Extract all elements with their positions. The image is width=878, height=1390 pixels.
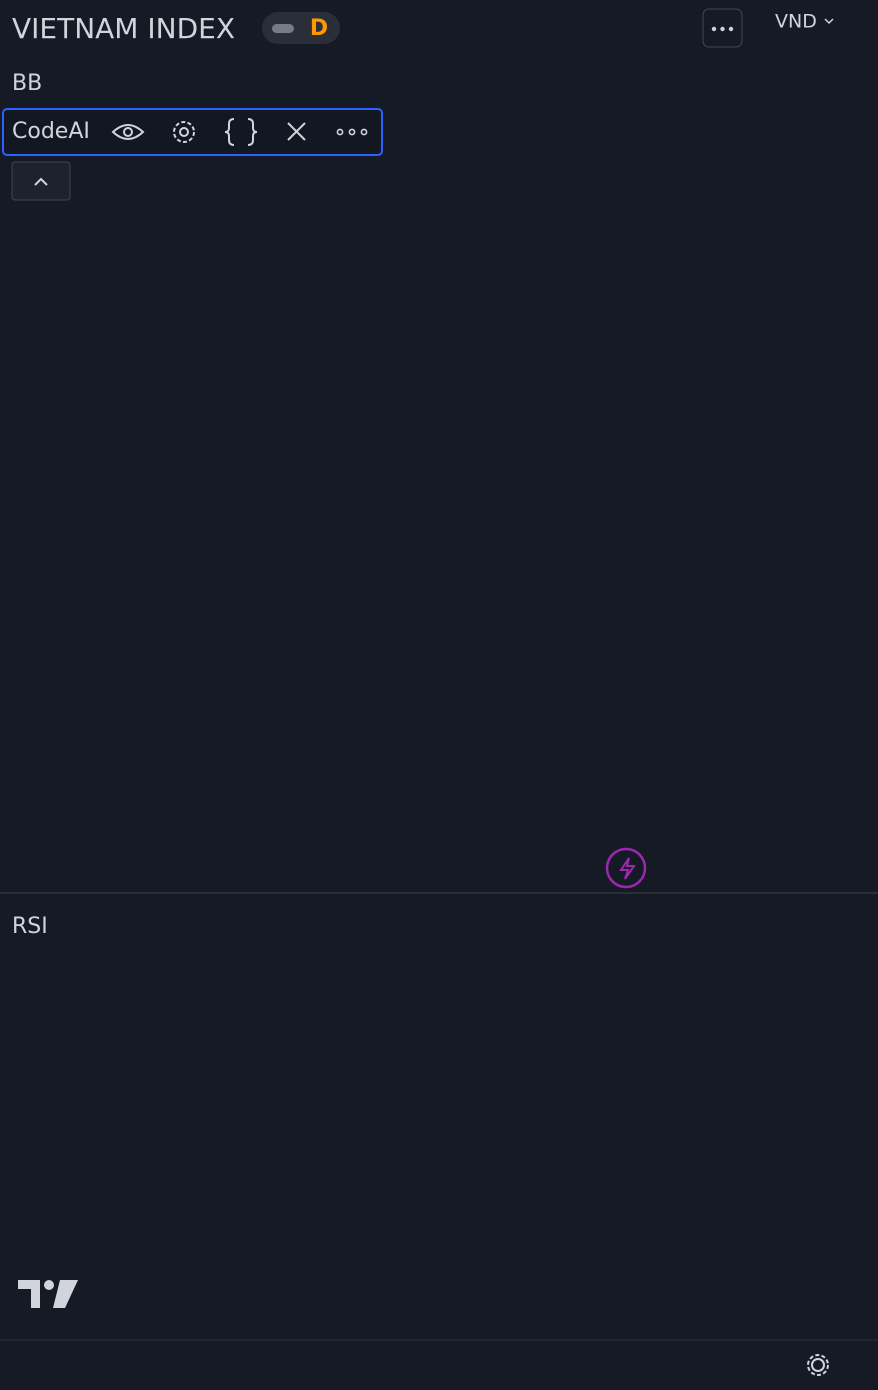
interval-pill[interactable]: D (262, 12, 340, 44)
chevron-down (824, 18, 834, 25)
dot (728, 26, 734, 32)
indicator-name: CodeAI (12, 119, 90, 144)
dot (336, 128, 344, 136)
brand-logo (18, 1280, 78, 1308)
lightning (619, 857, 636, 880)
more-button[interactable] (702, 8, 743, 48)
logo-part (18, 1280, 40, 1308)
rsi-title: RSI (12, 914, 48, 939)
alert-circle (605, 847, 647, 889)
gear-hole (179, 127, 189, 137)
gear-teeth (807, 1354, 829, 1376)
source-icon[interactable] (224, 118, 258, 146)
eye-pupil (123, 127, 133, 137)
logo-part (53, 1280, 78, 1308)
remove-icon[interactable] (287, 122, 306, 141)
braces (224, 118, 258, 146)
gear-hole (811, 1358, 825, 1372)
collapse-button[interactable] (11, 161, 71, 201)
settings-icon[interactable] (173, 121, 195, 143)
gear-teeth (173, 121, 195, 143)
dot (711, 26, 717, 32)
pill-bg (262, 12, 340, 44)
interval-label: D (310, 16, 328, 41)
more-border (702, 8, 743, 48)
toolbar-box (2, 108, 383, 156)
alert-icon[interactable] (605, 847, 647, 889)
settings-button[interactable] (807, 1354, 829, 1376)
pill-toggle (272, 24, 294, 33)
eye-icon[interactable] (111, 124, 145, 140)
dot (348, 128, 356, 136)
dot (360, 128, 368, 136)
eye-outline (111, 124, 145, 140)
more-icon[interactable] (336, 128, 368, 136)
indicator-title: BB (12, 71, 42, 96)
symbol-title: VIETNAM INDEX (12, 12, 235, 45)
collapse-bg (11, 161, 71, 201)
currency-selector[interactable]: VND (775, 11, 834, 33)
logo-part (44, 1280, 54, 1290)
currency-label: VND (775, 11, 817, 33)
chevron-up (34, 177, 48, 186)
dot (720, 26, 725, 32)
indicator-toolbar: CodeAI (2, 108, 383, 156)
